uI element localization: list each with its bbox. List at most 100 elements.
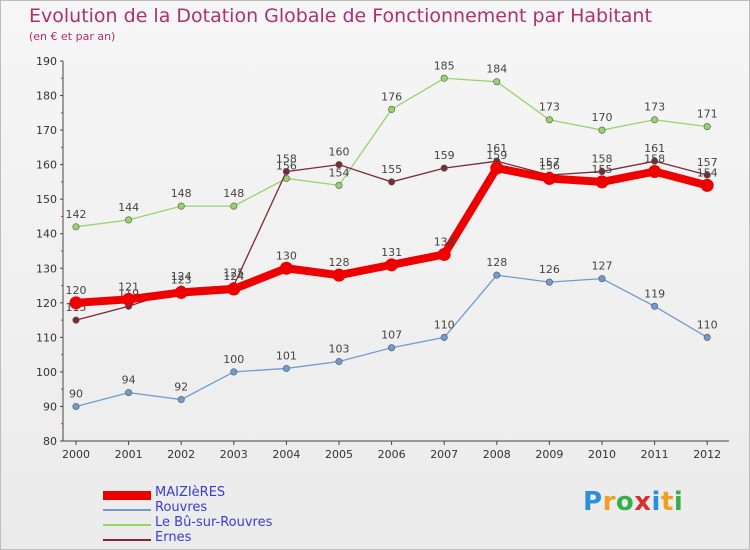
- data-point: [703, 333, 711, 341]
- x-tick-label: 2002: [167, 448, 195, 461]
- data-point: [542, 171, 556, 185]
- data-point: [490, 161, 504, 175]
- data-label: 110: [434, 318, 455, 331]
- data-point: [282, 364, 290, 372]
- data-label: 185: [434, 59, 455, 72]
- data-label: 154: [329, 166, 350, 179]
- legend-swatch: [103, 509, 151, 511]
- data-point: [177, 396, 185, 404]
- data-label: 155: [381, 163, 402, 176]
- data-point: [545, 116, 553, 124]
- chart-subtitle: (en € et par an): [29, 30, 116, 43]
- data-point: [335, 161, 343, 169]
- logo-letter: i: [673, 487, 684, 517]
- x-tick-label: 2012: [693, 448, 721, 461]
- data-point: [493, 271, 501, 279]
- data-point: [279, 261, 293, 275]
- data-label: 157: [539, 156, 560, 169]
- logo-letter: P: [583, 487, 603, 517]
- data-label: 159: [486, 149, 507, 162]
- data-point: [703, 171, 711, 179]
- data-label: 156: [539, 159, 560, 172]
- data-point: [440, 164, 448, 172]
- data-label: 159: [434, 149, 455, 162]
- data-label: 154: [697, 166, 718, 179]
- x-tick-label: 2010: [588, 448, 616, 461]
- data-label: 142: [66, 208, 87, 221]
- data-label: 184: [486, 63, 507, 76]
- data-point: [493, 78, 501, 86]
- data-point: [700, 178, 714, 192]
- x-tick-label: 2005: [325, 448, 353, 461]
- data-point: [437, 247, 451, 261]
- data-point: [122, 292, 136, 306]
- data-label: 173: [644, 101, 665, 114]
- data-label: 134: [434, 235, 455, 248]
- data-point: [598, 275, 606, 283]
- x-tick-label: 2007: [430, 448, 458, 461]
- data-label: 100: [223, 353, 244, 366]
- chart-title: Evolution de la Dotation Globale de Fonc…: [29, 5, 652, 27]
- data-point: [227, 282, 241, 296]
- y-tick-label: 180: [36, 90, 57, 103]
- data-label: 158: [276, 153, 297, 166]
- data-point: [648, 165, 662, 179]
- data-label: 125: [223, 267, 244, 280]
- data-label: 148: [223, 187, 244, 200]
- data-point: [651, 302, 659, 310]
- data-point: [651, 116, 659, 124]
- logo-letter: o: [615, 487, 635, 517]
- data-label: 155: [592, 163, 613, 176]
- data-label: 123: [171, 273, 192, 286]
- y-tick-label: 110: [36, 331, 57, 344]
- legend-label: Rouvres: [155, 500, 208, 515]
- data-label: 103: [329, 343, 350, 356]
- x-tick-label: 2004: [272, 448, 300, 461]
- y-tick-label: 140: [36, 228, 57, 241]
- logo-letter: x: [634, 487, 652, 517]
- data-label: 107: [381, 329, 402, 342]
- data-point: [72, 316, 80, 324]
- legend-item: Rouvres: [103, 500, 403, 517]
- data-label: 158: [644, 153, 665, 166]
- data-label: 176: [381, 90, 402, 103]
- data-label: 161: [486, 142, 507, 155]
- data-point: [335, 358, 343, 366]
- data-label: 110: [697, 318, 718, 331]
- data-point: [230, 368, 238, 376]
- data-point: [388, 178, 396, 186]
- data-label: 128: [329, 256, 350, 269]
- data-point: [69, 296, 83, 310]
- y-tick-label: 100: [36, 366, 57, 379]
- legend-swatch: [103, 539, 151, 541]
- data-label: 161: [644, 142, 665, 155]
- y-tick-label: 80: [43, 435, 57, 448]
- data-label: 124: [223, 270, 244, 283]
- data-label: 171: [697, 108, 718, 121]
- data-point: [545, 278, 553, 286]
- data-point: [230, 202, 238, 210]
- data-point: [595, 175, 609, 189]
- data-label: 130: [276, 249, 297, 262]
- legend-label: Le Bû-sur-Rouvres: [155, 515, 273, 530]
- logo-letter: r: [602, 487, 616, 517]
- data-point: [177, 202, 185, 210]
- y-tick-label: 90: [43, 400, 57, 413]
- data-point: [440, 74, 448, 82]
- x-tick-label: 2011: [641, 448, 669, 461]
- data-point: [388, 105, 396, 113]
- data-point: [125, 389, 133, 397]
- x-tick-label: 2003: [220, 448, 248, 461]
- data-label: 92: [174, 381, 188, 394]
- legend-swatch: [103, 491, 151, 500]
- data-label: 126: [539, 263, 560, 276]
- y-tick-label: 120: [36, 297, 57, 310]
- data-label: 124: [171, 270, 192, 283]
- data-label: 170: [592, 111, 613, 124]
- series-2: 90 94 92 100 101 103 107 110 128 126 127 119 110: [69, 256, 718, 410]
- data-point: [335, 181, 343, 189]
- data-label: 173: [539, 101, 560, 114]
- legend-swatch: [103, 524, 151, 526]
- data-label: 101: [276, 349, 297, 362]
